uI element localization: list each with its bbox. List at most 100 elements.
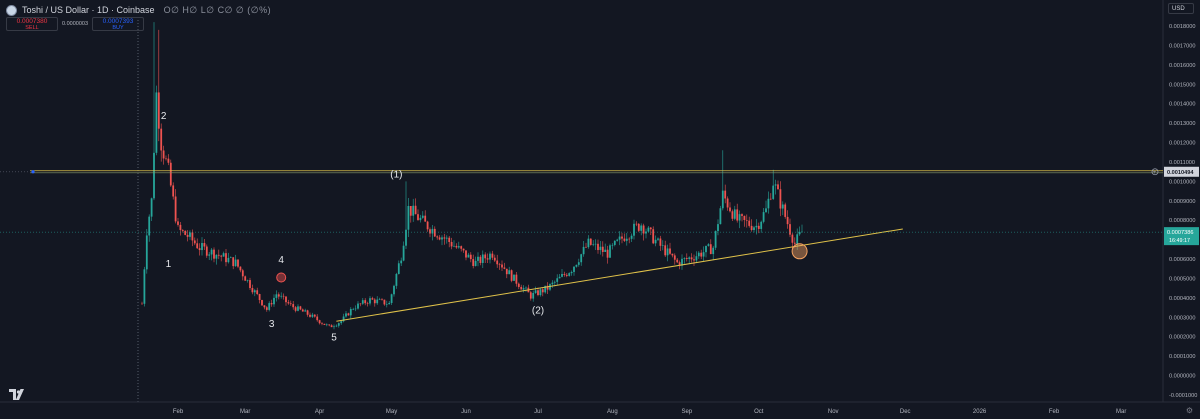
candle-body <box>479 256 482 263</box>
currency-selector[interactable]: USD <box>1168 3 1194 14</box>
candle-body <box>750 225 753 230</box>
candle-body <box>309 314 311 317</box>
candle-body <box>621 236 623 239</box>
symbol-title[interactable]: Toshi / US Dollar · 1D · Coinbase <box>22 5 155 15</box>
bar-countdown: 16:49:17 <box>1169 238 1190 244</box>
candle-body <box>753 227 755 230</box>
candle-body <box>227 257 230 263</box>
candle-body <box>652 229 655 244</box>
candle-body <box>532 292 535 299</box>
candle-body <box>157 92 160 129</box>
candle-body <box>282 295 285 297</box>
candle-body <box>251 287 254 293</box>
candle-body <box>373 299 376 304</box>
candle-body <box>642 225 645 234</box>
wave-label[interactable]: 2 <box>161 111 167 122</box>
candle-body <box>729 207 731 212</box>
candle-body <box>323 323 326 325</box>
candle-body <box>481 254 484 263</box>
candle-body <box>755 225 758 228</box>
wave-label[interactable]: 3 <box>269 319 275 330</box>
candle-body <box>205 246 208 256</box>
tradingview-logo-icon <box>9 389 24 400</box>
sell-button[interactable]: 0.0007380 SELL <box>6 17 58 31</box>
y-tick-label: 0.0015000 <box>1169 82 1195 88</box>
candle-body <box>669 248 671 254</box>
wave-label[interactable]: 1 <box>166 259 172 270</box>
candle-body <box>364 300 367 304</box>
candle-body <box>438 237 441 240</box>
y-tick-label: 0.0001000 <box>1169 354 1195 360</box>
candle-body <box>273 297 275 305</box>
trendline-touch-circle[interactable] <box>791 243 808 260</box>
candle-body <box>748 220 751 226</box>
candle-body <box>721 190 724 209</box>
y-tick-label: 0.0002000 <box>1169 335 1195 341</box>
candle-body <box>275 294 278 298</box>
current-price-tag: 0.0007386 <box>1167 230 1193 236</box>
level-add-icon[interactable] <box>1151 168 1159 176</box>
candle-body <box>609 245 611 258</box>
y-tick-label: 0.0014000 <box>1169 102 1195 108</box>
candle-body <box>781 204 784 209</box>
candle-body <box>491 253 494 258</box>
candle-body <box>213 249 215 259</box>
candle-body <box>150 198 153 217</box>
wave-label[interactable]: (1) <box>390 169 402 180</box>
candle-body <box>541 289 544 293</box>
candle-body <box>496 260 499 265</box>
wave-4-highlight-circle[interactable] <box>276 272 287 283</box>
candle-body <box>539 289 542 296</box>
candle-body <box>779 189 782 209</box>
candle-body <box>155 92 158 153</box>
candle-body <box>412 205 415 216</box>
candle-body <box>625 238 628 241</box>
y-tick-label: 0.0010000 <box>1169 179 1195 185</box>
level-add-plus: + <box>1153 170 1157 176</box>
candle-body <box>546 285 549 290</box>
y-tick-label: 0.0017000 <box>1169 43 1195 49</box>
candle-body <box>162 150 165 159</box>
level-anchor-point[interactable] <box>31 170 35 174</box>
candle-body <box>229 257 232 258</box>
candle-body <box>508 270 511 275</box>
candle-body <box>700 252 703 257</box>
candle-body <box>402 245 405 261</box>
candle-body <box>335 325 338 327</box>
y-tick-label: 0.0016000 <box>1169 63 1195 69</box>
candle-body <box>381 299 383 300</box>
y-tick-label: 0.0018000 <box>1169 24 1195 30</box>
x-tick-label: Jun <box>461 409 471 415</box>
wave-label[interactable]: 5 <box>331 333 337 344</box>
candle-body <box>191 232 194 241</box>
candle-body <box>589 238 592 245</box>
wave-label[interactable]: (2) <box>532 305 544 316</box>
buy-button[interactable]: 0.0007393 BUY <box>92 17 144 31</box>
candle-body <box>414 205 417 215</box>
candle-body <box>690 257 693 260</box>
wave-label[interactable]: 4 <box>278 255 284 266</box>
candle-body <box>597 243 599 251</box>
candle-body <box>628 238 631 240</box>
candle-body <box>239 266 242 271</box>
candle-body <box>683 258 686 259</box>
candle-body <box>460 246 463 249</box>
sell-label: SELL <box>25 25 39 31</box>
candle-body <box>177 221 179 225</box>
settings-gear-icon[interactable]: ⚙ <box>1185 406 1193 415</box>
candle-body <box>378 299 381 300</box>
candle-body <box>321 323 323 324</box>
y-tick-label: 0.0011000 <box>1169 160 1195 166</box>
candle-body <box>493 257 496 261</box>
candle-body <box>457 246 460 248</box>
candle-body <box>448 237 451 242</box>
candle-body <box>467 254 470 258</box>
spread-value: 0.0000003 <box>62 21 88 27</box>
ascending-trendline[interactable] <box>336 228 903 322</box>
candle-body <box>232 257 235 267</box>
candle-body <box>220 255 223 257</box>
x-tick-label: Sep <box>681 409 692 415</box>
candle-body <box>529 292 532 299</box>
